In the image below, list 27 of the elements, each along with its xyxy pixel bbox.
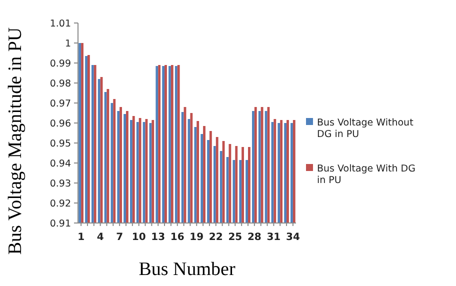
x-tick-label: 13 [151, 232, 166, 243]
x-tick-label: 25 [228, 232, 242, 243]
x-tick-label: 28 [247, 232, 262, 243]
x-axis-title: Bus Number [138, 259, 236, 280]
x-tick-label: 34 [286, 232, 300, 243]
legend-label: Bus Voltage With DG in PU [317, 163, 416, 186]
y-tick-label: 0.98 [50, 78, 71, 90]
y-tick-label: 0.92 [50, 198, 71, 210]
y-tick-label: 0.94 [50, 158, 71, 170]
legend-label: Bus Voltage Without DG in PU [317, 117, 414, 140]
x-tick-label: 1 [78, 232, 85, 243]
y-tick-label: 0.93 [50, 178, 71, 190]
y-tick-label: 0.96 [50, 118, 71, 130]
y-tick-label: 0.95 [50, 138, 71, 150]
x-tick-label: 10 [132, 232, 146, 243]
x-tick-label: 4 [96, 232, 104, 243]
x-tick-label: 16 [170, 232, 184, 243]
x-tick-label: 7 [116, 232, 124, 243]
x-tick-label: 31 [266, 232, 281, 243]
x-tick-label: 19 [190, 232, 204, 243]
y-axis-title: Bus Voltage Magnitude in PU [5, 27, 26, 255]
x-tick-label: 22 [208, 232, 223, 243]
y-tick-label: 1.01 [50, 18, 71, 30]
y-tick-label: 0.99 [50, 58, 71, 70]
y-tick-label: 0.97 [50, 98, 71, 110]
y-tick-label: 1 [64, 38, 71, 50]
y-tick-label: 0.91 [50, 218, 71, 230]
